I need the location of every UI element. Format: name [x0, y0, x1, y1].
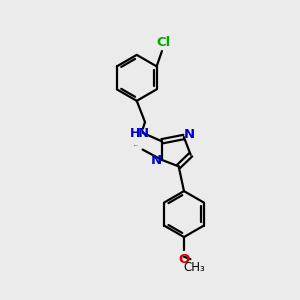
Text: methyl: methyl	[134, 145, 139, 146]
Text: H: H	[130, 127, 140, 140]
Text: N: N	[137, 127, 148, 140]
Text: CH₃: CH₃	[183, 261, 205, 274]
Text: N: N	[183, 128, 194, 141]
Text: Cl: Cl	[156, 36, 170, 49]
Text: N: N	[151, 154, 162, 167]
Text: O: O	[178, 253, 190, 266]
